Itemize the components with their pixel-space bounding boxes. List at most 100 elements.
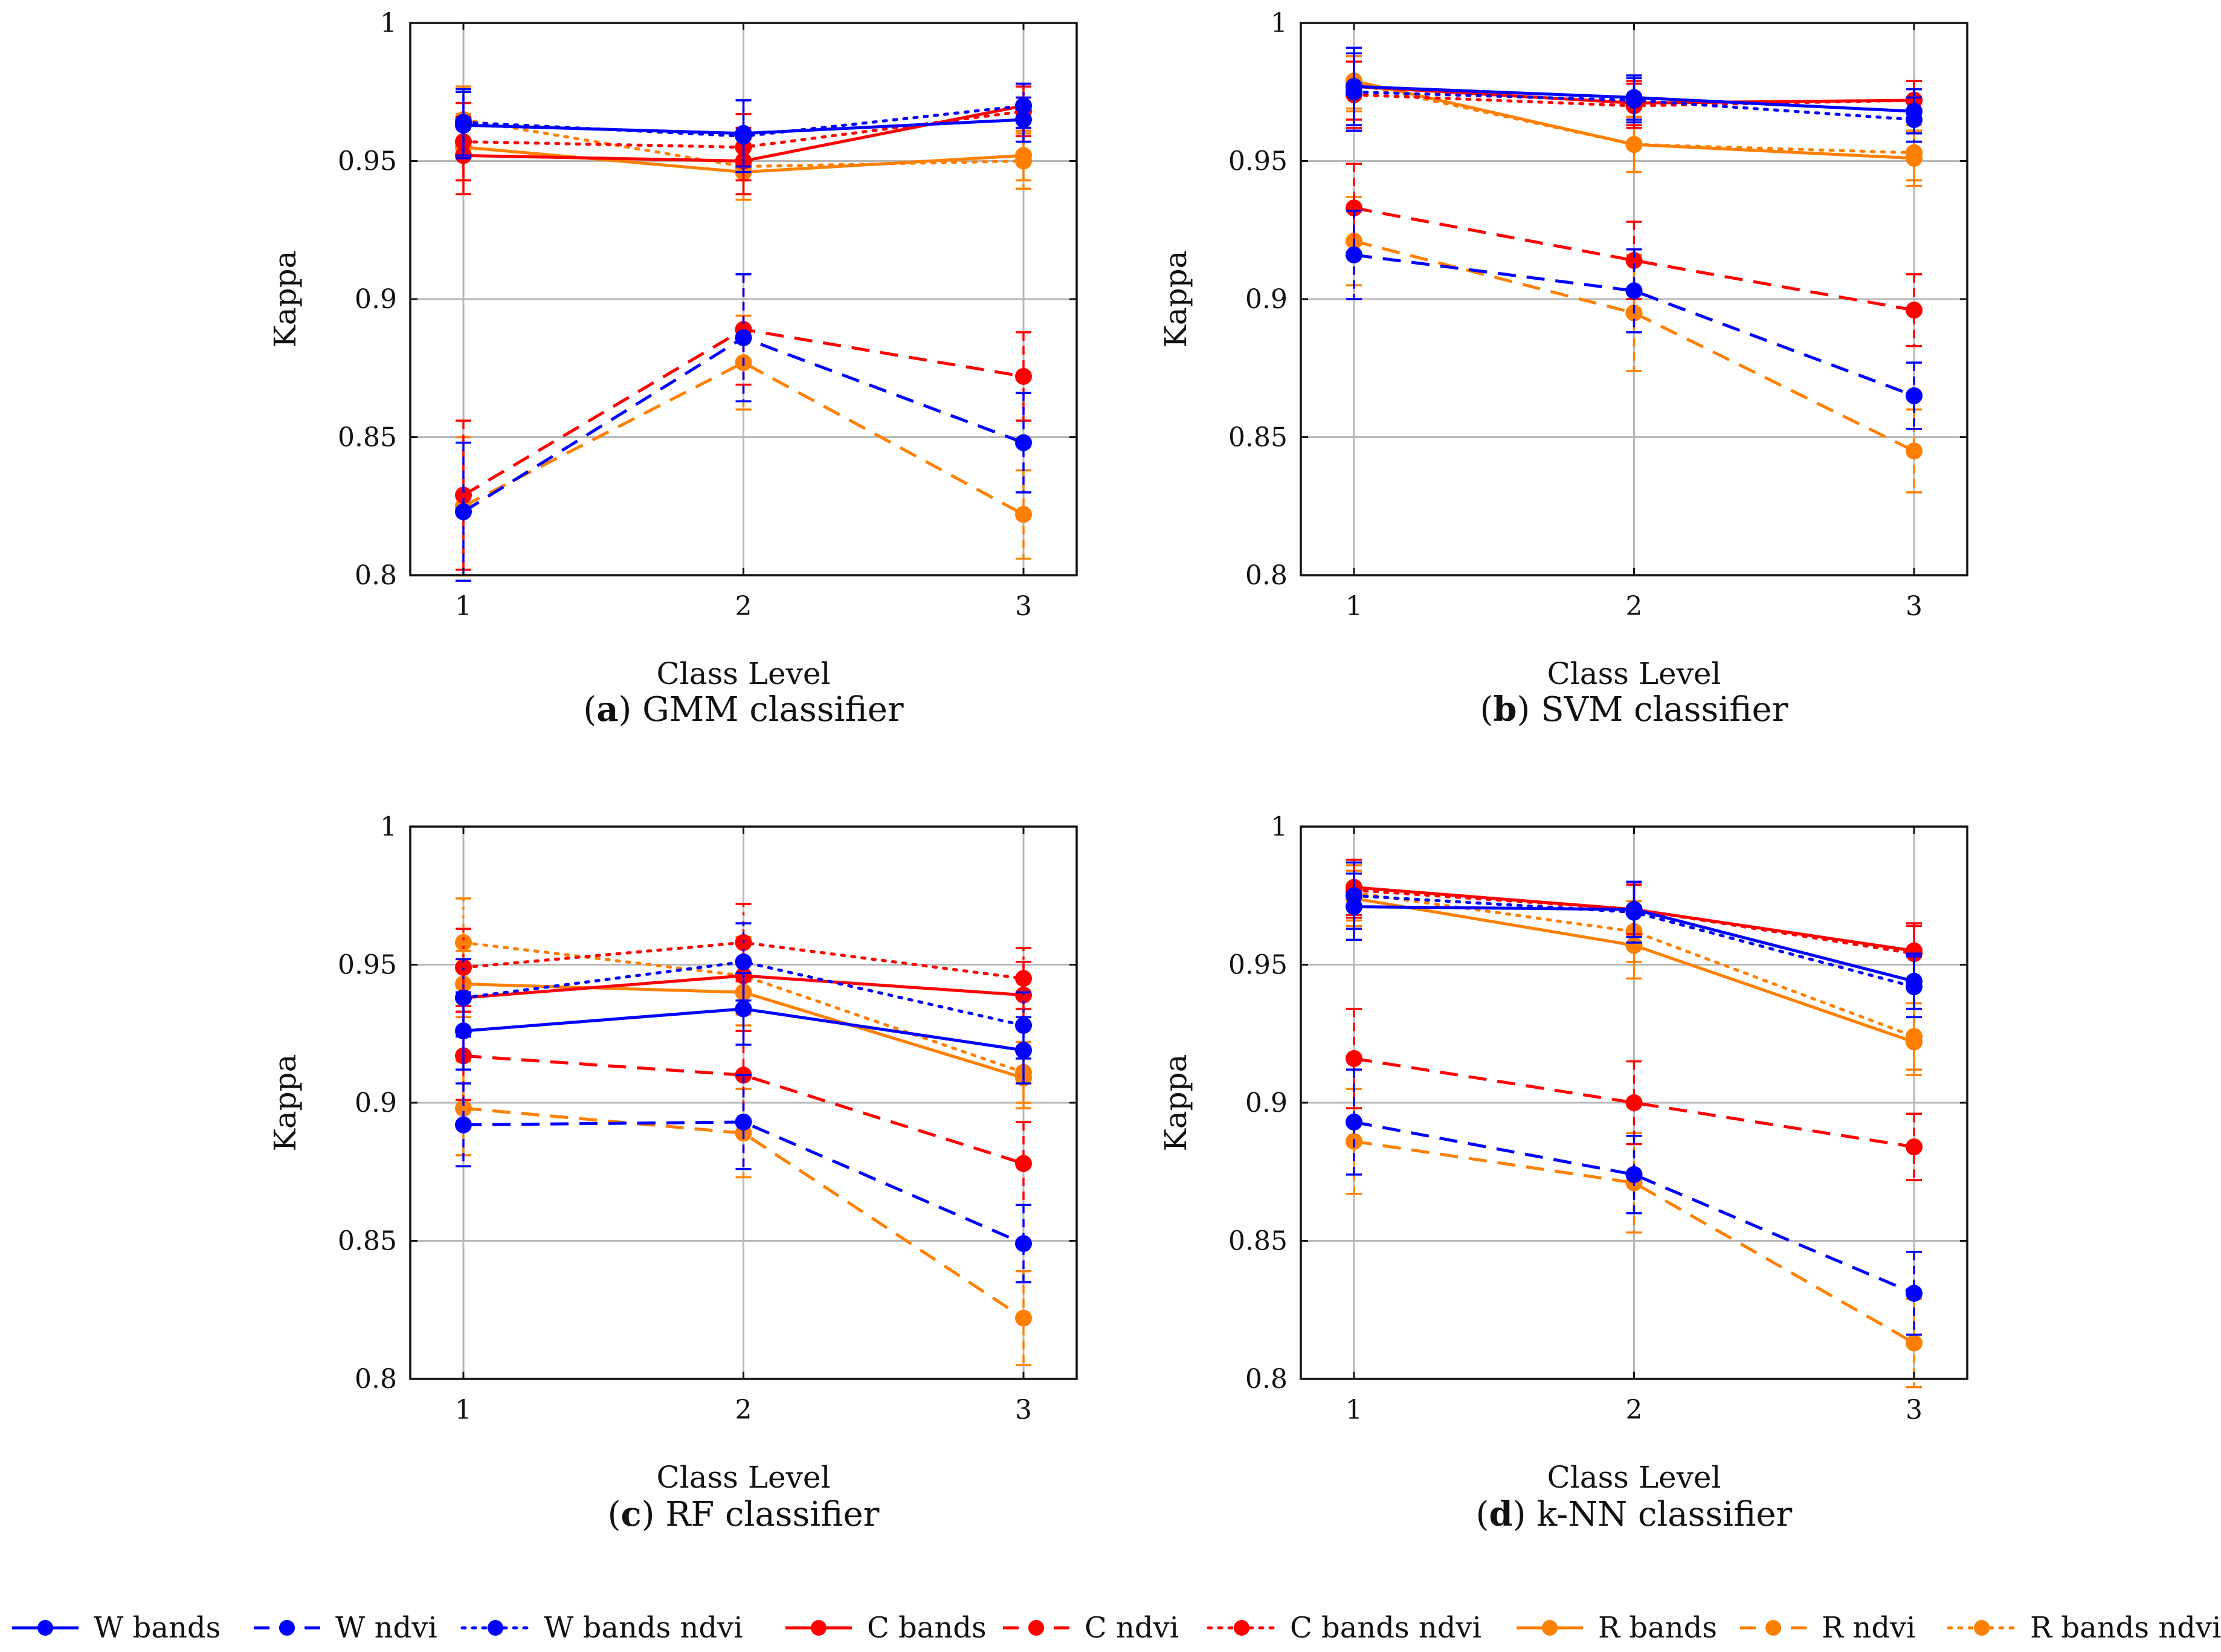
error-bar (1346, 861, 1362, 930)
y-tick-label: 0.8 (1245, 1364, 1288, 1395)
data-point (455, 503, 472, 520)
error-bar (1906, 96, 1922, 143)
y-axis-label: Kappa (1158, 251, 1193, 348)
legend-marker (1234, 1620, 1249, 1636)
series-line (1353, 1057, 1915, 1149)
y-tick-label: 1 (380, 811, 397, 842)
y-tick-label: 0.95 (338, 146, 397, 177)
error-bar (456, 958, 471, 1038)
data-point (1906, 1138, 1923, 1156)
y-tick-label: 0.8 (1245, 560, 1288, 591)
legend-label: W ndvi (335, 1611, 437, 1645)
series-w-bands-ndvi (1346, 861, 1923, 1019)
data-point (1625, 282, 1643, 300)
x-tick-label: 3 (1015, 591, 1032, 622)
y-tick-label: 0.9 (1245, 1088, 1288, 1118)
data-point (1346, 246, 1362, 263)
legend-label: W bands (94, 1611, 221, 1645)
x-tick-label: 3 (1015, 1395, 1032, 1425)
data-point (1015, 970, 1032, 987)
data-point (1906, 1334, 1923, 1352)
data-point (455, 1022, 472, 1040)
x-axis-label: Class Level (1547, 656, 1721, 691)
series-line (1353, 239, 1915, 453)
legend-marker (37, 1620, 53, 1636)
legend-label: R bands ndvi (2030, 1611, 2221, 1645)
data-point (1906, 1285, 1923, 1302)
data-point (1346, 1050, 1362, 1067)
error-bar (1016, 947, 1031, 1010)
legend-marker (488, 1620, 503, 1636)
panel-caption: (d) k-NN classifier (1476, 1494, 1793, 1534)
data-point (1906, 302, 1923, 319)
legend-label: R ndvi (1822, 1611, 1916, 1645)
x-axis-label: Class Level (657, 656, 831, 691)
error-bar (1346, 52, 1362, 132)
y-tick-label: 0.9 (355, 284, 397, 315)
data-point (1625, 903, 1643, 921)
error-bar (456, 1082, 471, 1167)
series-w-ndvi (455, 1074, 1032, 1283)
panel-caption-text: GMM classifier (642, 690, 904, 729)
legend-item-r-ndvi: R ndvi (1740, 1611, 1916, 1645)
data-point (1346, 199, 1362, 217)
data-point (1015, 97, 1032, 115)
series-line (1352, 891, 1916, 1038)
data-point (1015, 506, 1032, 523)
data-point (1906, 144, 1923, 161)
y-tick-label: 1 (1271, 8, 1288, 39)
series-line (462, 960, 1025, 1027)
error-bar (456, 441, 471, 582)
x-tick-label: 2 (735, 1395, 752, 1425)
data-point (455, 959, 472, 976)
error-bar (1016, 1204, 1031, 1283)
series-line (1353, 1140, 1915, 1344)
legend-item-r-bands: R bands (1517, 1611, 1717, 1645)
x-axis-label: Class Level (1547, 1460, 1721, 1495)
data-point (455, 934, 472, 951)
data-point (735, 1000, 752, 1018)
data-point (1906, 1028, 1923, 1045)
y-tick-label: 0.8 (355, 560, 397, 591)
legend-label: W bands ndvi (544, 1611, 743, 1645)
chart-panel-c: 1 2 3 0.8 0.85 0.9 0.95 1 Class Level Kappa (c) RF… (268, 811, 1078, 1534)
data-point (1625, 91, 1643, 109)
y-tick-label: 1 (380, 8, 397, 39)
data-point (455, 1116, 472, 1134)
y-tick-label: 0.9 (355, 1088, 397, 1118)
series-c-ndvi (1346, 163, 1923, 347)
chart-panel-a: 1 2 3 0.8 0.85 0.9 0.95 1 Class Level Kappa (a) GM… (268, 8, 1078, 729)
y-axis-label: Kappa (268, 1054, 303, 1152)
error-bar (735, 922, 752, 1002)
y-tick-label: 0.95 (338, 950, 397, 981)
data-point (1015, 152, 1032, 170)
data-point (1015, 367, 1032, 385)
error-bar (1016, 991, 1031, 1060)
series-line (463, 1054, 1024, 1165)
data-point (1015, 1235, 1032, 1253)
legend-item-r-bands-ndvi: R bands ndvi (1947, 1611, 2221, 1645)
data-point (455, 989, 472, 1007)
y-tick-label: 0.95 (1228, 146, 1288, 177)
series-c-ndvi (1346, 1007, 1923, 1181)
error-bar (1346, 1068, 1362, 1176)
panel-caption: (a) GMM classifier (583, 689, 904, 729)
panel-letter: b (1493, 689, 1517, 729)
x-tick-label: 1 (455, 591, 472, 622)
legend-item-c-ndvi: C ndvi (1003, 1611, 1179, 1645)
panel-caption-text: k-NN classifier (1536, 1495, 1792, 1534)
series-line (463, 1106, 1025, 1320)
y-tick-label: 0.95 (1228, 950, 1288, 981)
data-point (1625, 1094, 1643, 1111)
y-tick-label: 0.85 (338, 1226, 397, 1257)
panel-caption: (b) SVM classifier (1480, 689, 1788, 729)
x-tick-label: 2 (735, 591, 752, 622)
series-w-bands-ndvi (455, 922, 1032, 1060)
series-w-bands-ndvi (455, 82, 1032, 173)
legend-item-w-ndvi: W ndvi (254, 1611, 437, 1645)
legend-item-w-bands: W bands (12, 1611, 221, 1645)
data-point (455, 1100, 472, 1117)
error-bar (1016, 82, 1031, 129)
data-point (1346, 83, 1362, 101)
y-tick-label: 0.85 (338, 422, 397, 453)
